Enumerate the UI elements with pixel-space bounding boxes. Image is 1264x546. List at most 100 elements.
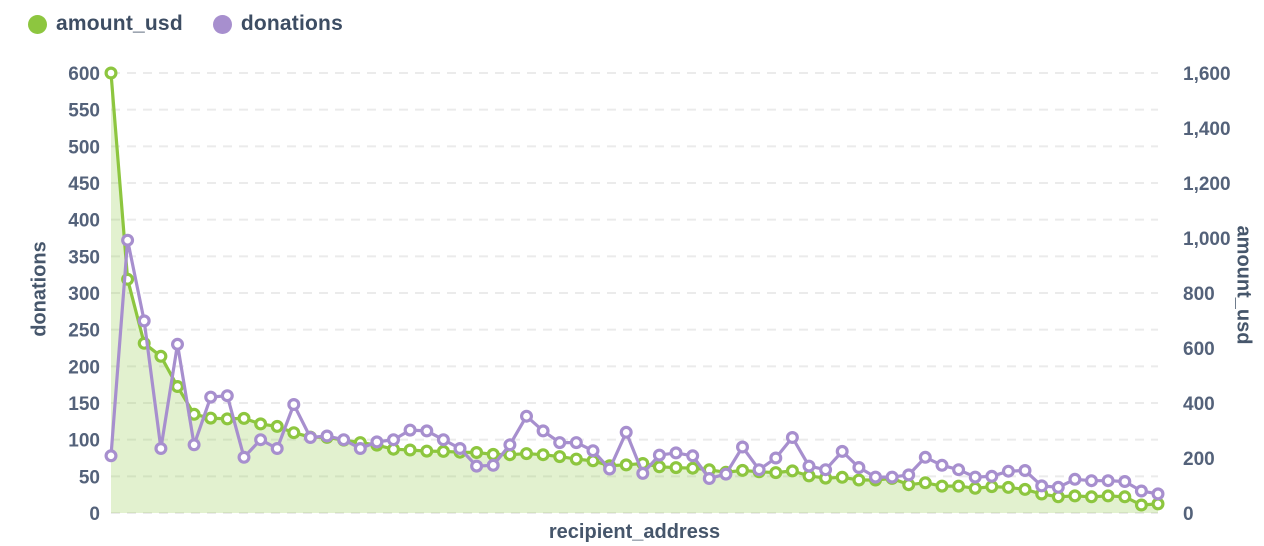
amount_usd-marker [669, 461, 683, 475]
donations-marker [1084, 474, 1098, 488]
donations-marker [204, 390, 218, 404]
amount_usd-marker [519, 447, 533, 461]
amount_usd-marker [918, 476, 932, 490]
donations-marker [1101, 474, 1115, 488]
donations-marker [752, 463, 766, 477]
amount_usd-marker [420, 444, 434, 458]
donations-marker [769, 451, 783, 465]
donations-line [109, 238, 1160, 496]
amount_usd-marker [952, 479, 966, 493]
donations-marker [254, 433, 268, 447]
donations-marker [868, 470, 882, 484]
donations-marker [1068, 472, 1082, 486]
amount_usd-marker [1084, 490, 1098, 504]
amount_usd-marker [270, 419, 284, 433]
donations-marker [1035, 479, 1049, 493]
donations-marker [852, 461, 866, 475]
amount_usd-marker [652, 460, 666, 474]
amount_usd-marker [287, 426, 301, 440]
donations-marker [918, 450, 932, 464]
donations-legend-dot-icon [212, 14, 232, 34]
donations-marker [835, 444, 849, 458]
amount_usd-area [111, 73, 1158, 513]
left-axis-tick-label: 500 [68, 137, 100, 158]
amount_usd-marker [436, 444, 450, 458]
donations-marker [519, 409, 533, 423]
legend-item-amount-usd[interactable]: amount_usd [28, 12, 183, 36]
amount_usd-marker [237, 411, 251, 425]
donations-marker [1001, 464, 1015, 478]
left-axis-tick-label: 300 [68, 284, 100, 305]
left-axis-tick-label: 0 [89, 504, 100, 525]
right-axis-tick-label: 1,600 [1183, 64, 1231, 85]
amount_usd-marker [204, 411, 218, 425]
donations-marker [154, 442, 168, 456]
donations-marker [819, 463, 833, 477]
donations-marker [586, 444, 600, 458]
donations-marker [553, 436, 567, 450]
donations-marker [403, 423, 417, 437]
donations-marker [287, 398, 301, 412]
left-axis-tick-label: 150 [68, 394, 100, 415]
left-axis-tick-label: 100 [68, 431, 100, 452]
amount_usd-marker [586, 454, 600, 468]
amount_usd-marker [536, 448, 550, 462]
right-axis-tick-label: 200 [1183, 449, 1215, 470]
donations-marker [686, 449, 700, 463]
donations-marker [353, 442, 367, 456]
amount_usd-marker [619, 458, 633, 472]
right-axis-tick-label: 0 [1183, 504, 1194, 525]
donations-marker [619, 425, 633, 439]
legend: amount_usd donations [28, 12, 343, 36]
left-axis-title: donations [28, 241, 51, 337]
right-axis-tick-label: 800 [1183, 284, 1215, 305]
amount_usd-marker [470, 446, 484, 460]
donations-marker [320, 429, 334, 443]
donations-marker [171, 337, 185, 351]
donations-marker [885, 470, 899, 484]
amount_usd-marker [486, 447, 500, 461]
donations-marker [902, 468, 916, 482]
left-axis-tick-label: 200 [68, 357, 100, 378]
donations-marker [636, 466, 650, 480]
amount_usd-marker [1134, 498, 1148, 512]
donations-marker [420, 424, 434, 438]
donations-marker [187, 438, 201, 452]
donations-marker [303, 431, 317, 445]
amount_usd-marker [735, 463, 749, 477]
right-axis-tick-label: 1,000 [1183, 229, 1231, 250]
donations-marker [237, 450, 251, 464]
legend-item-donations[interactable]: donations [212, 12, 343, 36]
amount_usd-marker [254, 417, 268, 431]
amount_usd-marker [852, 473, 866, 487]
amount_usd-marker [1151, 497, 1165, 511]
donations-marker [387, 433, 401, 447]
amount_usd-marker [569, 452, 583, 466]
amount_usd-marker [553, 450, 567, 464]
donations-marker [1051, 480, 1065, 494]
amount_usd-marker [769, 466, 783, 480]
right-axis-tick-label: 1,200 [1183, 174, 1231, 195]
donations-marker [337, 433, 351, 447]
amount_usd-marker [1101, 489, 1115, 503]
legend-label: donations [240, 12, 343, 35]
donations-marker [569, 436, 583, 450]
x-axis-title: recipient_address [548, 521, 721, 543]
donations-marker [952, 463, 966, 477]
right-axis-title: amount_usd [1232, 225, 1255, 345]
donations-marker [935, 458, 949, 472]
amount_usd-marker [403, 443, 417, 457]
donations-marker [1151, 487, 1165, 501]
amount_usd-marker [1001, 480, 1015, 494]
amount_usd-marker [835, 470, 849, 484]
left-axis-tick-label: 350 [68, 247, 100, 268]
donations-marker [669, 446, 683, 460]
donations-marker [220, 389, 234, 403]
donations-marker [1118, 475, 1132, 489]
amount_usd-marker [220, 412, 234, 426]
donations-marker [1134, 484, 1148, 498]
amount-usd-legend-dot-icon [28, 14, 47, 34]
donations-marker [802, 459, 816, 473]
donations-marker [785, 431, 799, 445]
